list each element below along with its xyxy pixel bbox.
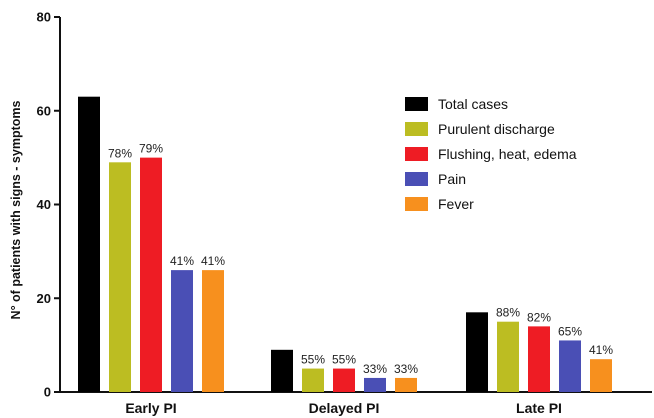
bar	[109, 162, 131, 392]
data-label: 41%	[170, 254, 194, 268]
data-label: 82%	[527, 310, 551, 324]
legend-swatch	[405, 172, 428, 186]
bar	[395, 377, 417, 392]
legend-item: Purulent discharge	[405, 121, 555, 137]
legend-label: Total cases	[438, 96, 508, 112]
y-tick-label: 0	[44, 385, 51, 400]
y-tick-label: 20	[37, 291, 51, 306]
legend-label: Purulent discharge	[438, 121, 555, 137]
data-label: 55%	[332, 353, 356, 367]
y-tick-label: 60	[37, 103, 51, 118]
bar	[466, 312, 488, 392]
bar	[590, 359, 612, 392]
legend-item: Pain	[405, 171, 466, 187]
bar	[140, 157, 162, 392]
bar	[364, 377, 386, 392]
bar	[78, 96, 100, 392]
data-label: 55%	[301, 353, 325, 367]
data-label: 79%	[139, 142, 163, 156]
x-tick-label: Delayed PI	[309, 400, 380, 416]
legend-swatch	[405, 122, 428, 136]
x-tick-label: Late PI	[516, 400, 562, 416]
legend-label: Fever	[438, 196, 474, 212]
x-tick-label: Early PI	[125, 400, 176, 416]
data-label: 41%	[589, 343, 613, 357]
y-tick-label: 80	[37, 10, 51, 25]
bar	[302, 368, 324, 392]
bar	[202, 270, 224, 392]
y-tick-label: 40	[37, 197, 51, 212]
bar	[333, 368, 355, 392]
legend-item: Total cases	[405, 96, 508, 112]
data-label: 65%	[558, 324, 582, 338]
data-label: 33%	[363, 362, 387, 376]
data-label: 78%	[108, 146, 132, 160]
bar	[559, 340, 581, 392]
legend-swatch	[405, 147, 428, 161]
x-tick-labels: Early PI Delayed PI Late PI	[125, 400, 562, 416]
bar	[271, 349, 293, 392]
legend-swatch	[405, 197, 428, 211]
legend-swatch	[405, 97, 428, 111]
legend-item: Fever	[405, 196, 474, 212]
bar	[497, 321, 519, 392]
bar	[528, 326, 550, 392]
data-label: 33%	[394, 362, 418, 376]
data-labels: 78% 79% 41% 41% 55% 55% 33% 33% 88% 82% 65% 41%	[108, 142, 613, 376]
bars	[78, 96, 612, 392]
bar	[171, 270, 193, 392]
data-label: 88%	[496, 306, 520, 320]
legend-item: Flushing, heat, edema	[405, 146, 577, 162]
legend-label: Flushing, heat, edema	[438, 146, 577, 162]
legend: Total cases Purulent discharge Flushing, h…	[405, 96, 577, 212]
data-label: 41%	[201, 254, 225, 268]
legend-label: Pain	[438, 171, 466, 187]
y-axis-label: N° of patients with signs - symptoms	[9, 101, 23, 320]
